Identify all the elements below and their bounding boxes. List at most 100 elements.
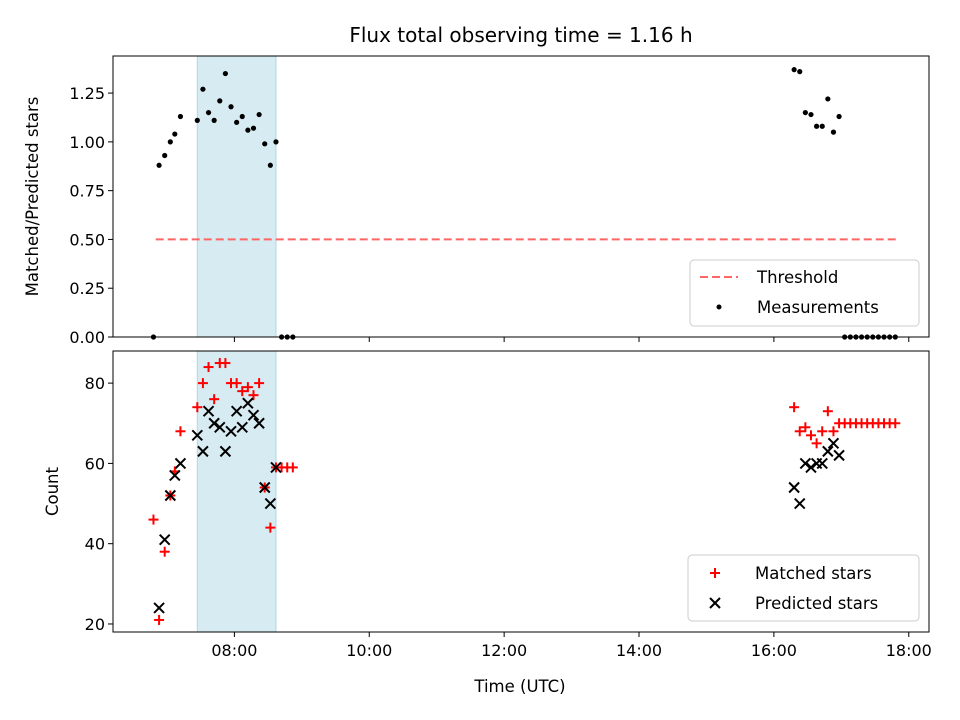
x-axis-ticks <box>233 337 910 342</box>
measurement-point <box>194 117 200 123</box>
matched-stars-points <box>148 358 901 625</box>
measurement-point <box>808 111 814 118</box>
measurement-point <box>825 96 831 102</box>
matched-star-point <box>828 426 839 437</box>
measurement-point <box>222 70 228 77</box>
matched-star-point <box>175 426 186 437</box>
matched-star-point <box>890 418 901 429</box>
matched-star-point <box>265 522 276 533</box>
predicted-star-point <box>214 421 226 433</box>
matched-star-point <box>237 386 248 397</box>
legend-box <box>687 554 920 622</box>
x-axis-ticks: 08:00 10:00 12:00 14:00 16:00 18:00 <box>211 632 932 660</box>
matched-star-point <box>197 378 208 389</box>
matched-star-point <box>220 358 231 369</box>
measurement-point <box>234 119 240 125</box>
y-tick-label: 0.25 <box>69 279 105 298</box>
legend-measurement-swatch <box>716 304 722 310</box>
measurement-point <box>256 111 262 118</box>
measurement-point <box>814 123 820 129</box>
measurement-point <box>819 123 825 129</box>
matched-star-point <box>209 394 220 405</box>
predicted-star-point <box>805 461 817 474</box>
matched-star-point <box>154 614 165 625</box>
legend-threshold-label: Threshold <box>756 268 838 287</box>
predicted-star-point <box>788 481 800 494</box>
matched-star-point <box>192 402 203 413</box>
predicted-star-point <box>822 445 834 458</box>
predicted-star-point <box>799 457 812 470</box>
chart-title: Flux total observing time = 1.16 h <box>349 23 692 47</box>
predicted-star-point <box>225 425 237 437</box>
measurement-point <box>262 141 268 147</box>
legend-matched-swatch <box>710 568 720 578</box>
measurement-point <box>802 109 808 116</box>
measurement-point <box>177 113 184 120</box>
measurement-points <box>150 67 898 340</box>
matched-star-point <box>805 430 816 441</box>
predicted-star-point <box>264 497 277 510</box>
bottom-legend: Matched stars Predicted stars <box>687 554 920 622</box>
y-tick-label: 0.75 <box>69 182 105 201</box>
legend-predicted-label: Predicted stars <box>755 594 878 613</box>
matched-star-point <box>231 378 242 389</box>
matched-star-point <box>248 390 259 401</box>
measurement-point <box>156 162 162 168</box>
predicted-star-point <box>242 397 254 409</box>
predicted-star-point <box>247 409 260 421</box>
predicted-star-point <box>219 445 232 458</box>
measurement-point <box>200 86 206 92</box>
x-tick-label: 18:00 <box>886 641 932 660</box>
matched-star-point <box>254 378 265 389</box>
x-axis-label: Time (UTC) <box>473 677 565 696</box>
measurement-point <box>830 129 837 135</box>
measurement-point <box>167 139 173 145</box>
matched-star-point <box>203 362 214 373</box>
measurement-point <box>239 113 245 120</box>
predicted-star-point <box>164 489 177 502</box>
predicted-star-point <box>202 405 215 417</box>
matched-star-point <box>287 462 298 473</box>
matched-star-point <box>822 406 833 417</box>
predicted-star-point <box>230 405 243 417</box>
predicted-star-point <box>153 602 165 614</box>
measurement-point <box>172 131 178 137</box>
y-axis-ticks: 0.00 0.25 0.50 0.75 1.00 1.25 <box>69 84 113 347</box>
y-tick-label: 1.25 <box>69 84 105 103</box>
matched-star-point <box>789 402 800 413</box>
top-panel-frame <box>112 55 930 338</box>
predicted-star-point <box>158 533 171 546</box>
measurement-point <box>211 117 217 123</box>
y-tick-label: 40 <box>85 535 105 554</box>
y-tick-label: 60 <box>85 454 105 473</box>
matched-star-point <box>811 438 822 449</box>
predicted-star-point <box>816 457 828 470</box>
matched-star-point <box>159 546 170 557</box>
observing-window-shade <box>196 350 277 633</box>
y-tick-label: 1.00 <box>69 133 105 152</box>
predicted-star-point <box>253 417 265 429</box>
y-tick-label: 0.00 <box>69 328 105 347</box>
bottom-panel-frame <box>112 350 930 633</box>
predicted-star-point <box>169 469 181 482</box>
predicted-star-point <box>259 481 271 494</box>
y-axis-label: Matched/Predicted stars <box>23 97 42 297</box>
measurement-point <box>797 69 803 75</box>
y-tick-label: 80 <box>85 374 105 393</box>
measurement-point <box>228 104 234 110</box>
measurement-point <box>245 127 251 133</box>
top-panel: 0.00 0.25 0.50 0.75 1.00 1.25 Matched/Predict… <box>23 55 930 347</box>
measurement-point <box>205 109 212 116</box>
x-tick-label: 10:00 <box>346 641 392 660</box>
predicted-star-point <box>794 497 806 510</box>
x-tick-label: 14:00 <box>616 641 662 660</box>
legend-predicted-swatch <box>709 597 721 609</box>
measurement-point <box>273 139 279 145</box>
measurement-point <box>836 113 842 120</box>
matched-star-point <box>800 422 811 433</box>
predicted-star-point <box>208 417 220 429</box>
matched-star-point <box>817 426 828 437</box>
measurement-point <box>162 152 168 159</box>
